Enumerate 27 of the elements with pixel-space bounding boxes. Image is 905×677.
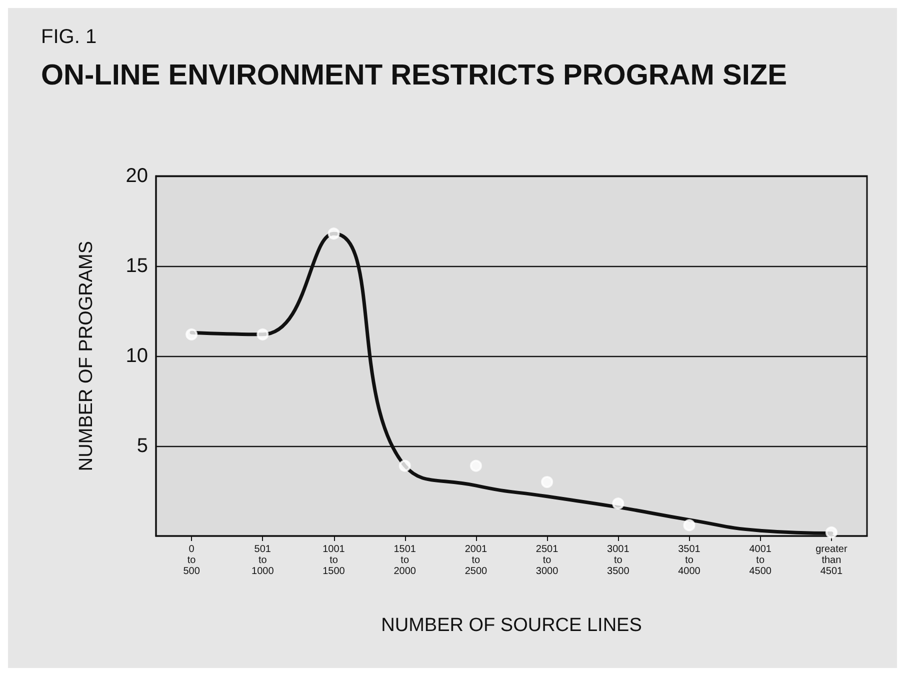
point — [470, 460, 482, 472]
chart-title: ON-LINE ENVIRONMENT RESTRICTS PROGRAM SIZE — [41, 60, 787, 92]
point — [683, 519, 696, 532]
x-tick-label: 1501 to 2000 — [394, 544, 416, 577]
x-tick-label: 0 to 500 — [183, 544, 200, 577]
chart-subtitle: FIG. 1 — [41, 26, 97, 48]
y-tick-label: 10 — [126, 345, 148, 367]
point — [328, 228, 340, 240]
y-axis-title: NUMBER OF PROGRAMS — [76, 240, 97, 472]
x-tick-label: greater than 4501 — [816, 544, 848, 577]
point — [186, 328, 198, 340]
point — [612, 498, 624, 510]
x-tick-label: 2001 to 2500 — [464, 544, 488, 577]
x-axis-title: NUMBER OF SOURCE LINES — [381, 615, 642, 636]
x-tick-label: 2501 to 3000 — [536, 544, 559, 577]
x-tick-label: 3501 to 4000 — [678, 544, 701, 577]
x-tick-label: 3001 to 3500 — [607, 544, 630, 577]
point — [256, 328, 269, 340]
x-tick-label: 4001 to 4500 — [749, 544, 772, 577]
point — [398, 460, 411, 472]
y-tick-label: 20 — [126, 165, 148, 187]
x-tick-label: 1001 to 1500 — [322, 544, 346, 577]
y-tick-label: 15 — [126, 255, 148, 277]
point — [825, 526, 838, 538]
point — [541, 476, 554, 488]
y-tick-label: 5 — [136, 435, 148, 457]
x-tick-label: 501 to 1000 — [252, 544, 274, 577]
